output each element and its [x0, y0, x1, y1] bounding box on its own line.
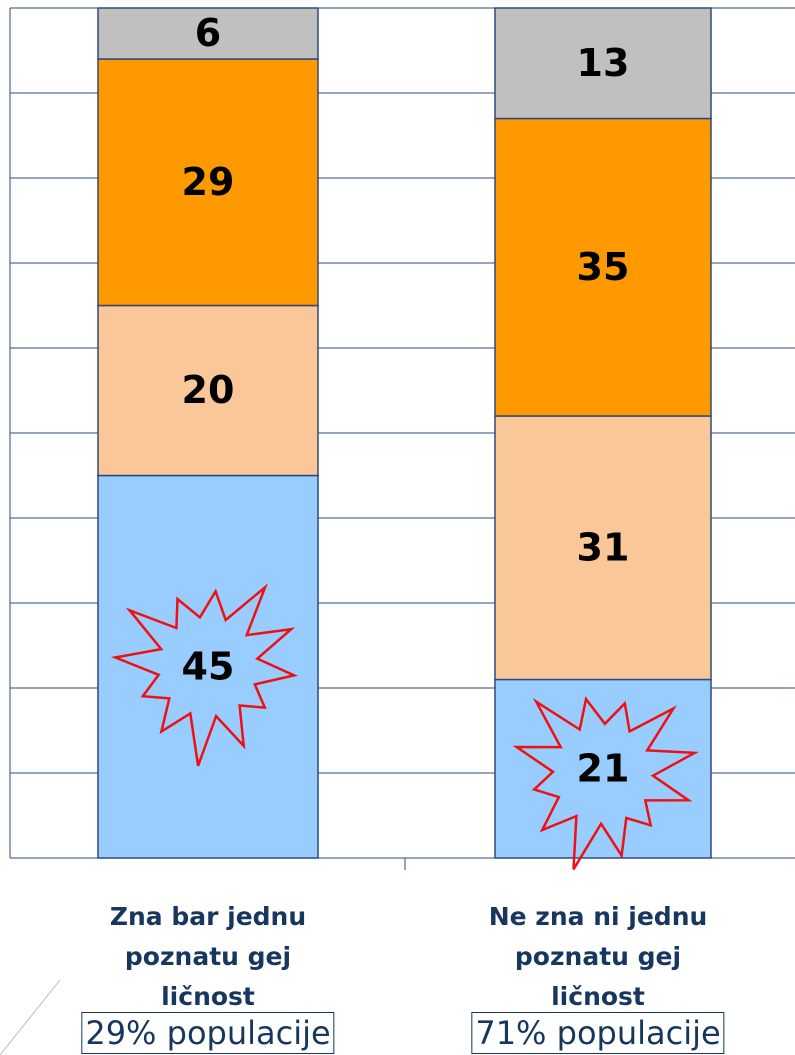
- data-label: 45: [182, 644, 235, 688]
- bar-segment: [97, 58, 319, 307]
- data-label: 29: [182, 160, 235, 204]
- x-tick-label: Ne zna ni jednu poznatu gej ličnost: [488, 902, 708, 1011]
- population-note: 71% populacije: [471, 1012, 725, 1054]
- bar-segment: [494, 415, 712, 681]
- decoration: [0, 979, 61, 1055]
- data-label: 31: [577, 525, 630, 569]
- bar-segment: [97, 304, 319, 477]
- population-note: 29% populacije: [81, 1012, 335, 1054]
- starburst: [110, 583, 298, 767]
- data-label: 6: [195, 11, 221, 55]
- x-tick-label: Zna bar jednu poznatu gej ličnost: [109, 902, 307, 1011]
- starburst: [512, 696, 700, 870]
- data-label: 21: [577, 746, 630, 790]
- bar-segment: [97, 474, 319, 859]
- bar-segment: [97, 7, 319, 60]
- data-label: 13: [577, 41, 630, 85]
- data-label: 20: [182, 368, 235, 412]
- data-label: 35: [577, 245, 630, 289]
- bar-segment: [494, 7, 712, 120]
- bar-segment: [494, 117, 712, 417]
